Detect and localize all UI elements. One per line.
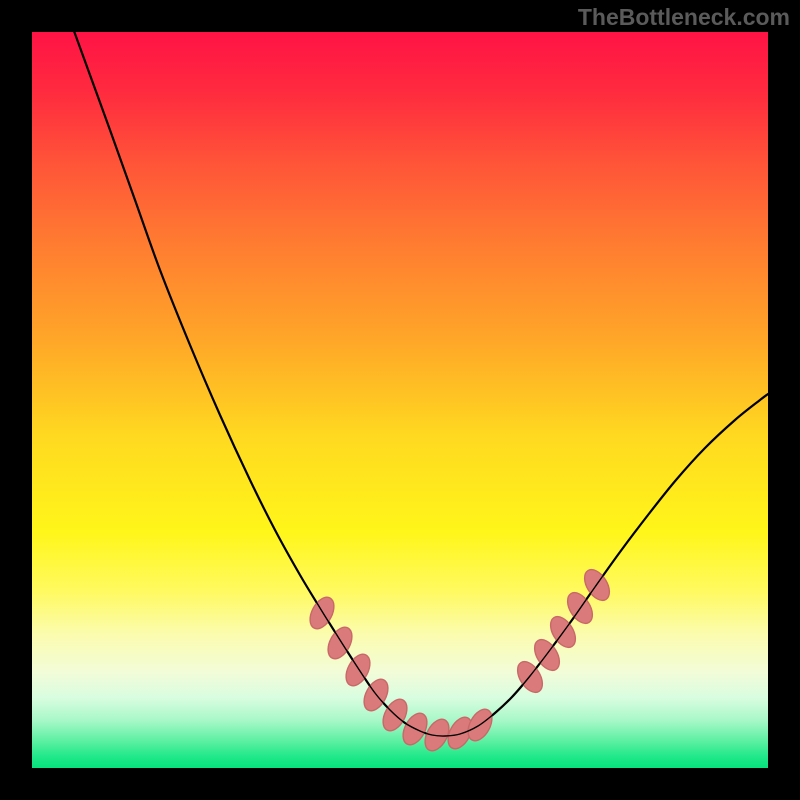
plot-area	[32, 32, 768, 768]
plot-svg	[32, 32, 768, 768]
chart-frame: TheBottleneck.com	[0, 0, 800, 800]
gradient-background	[32, 32, 768, 768]
watermark-label: TheBottleneck.com	[578, 4, 790, 31]
